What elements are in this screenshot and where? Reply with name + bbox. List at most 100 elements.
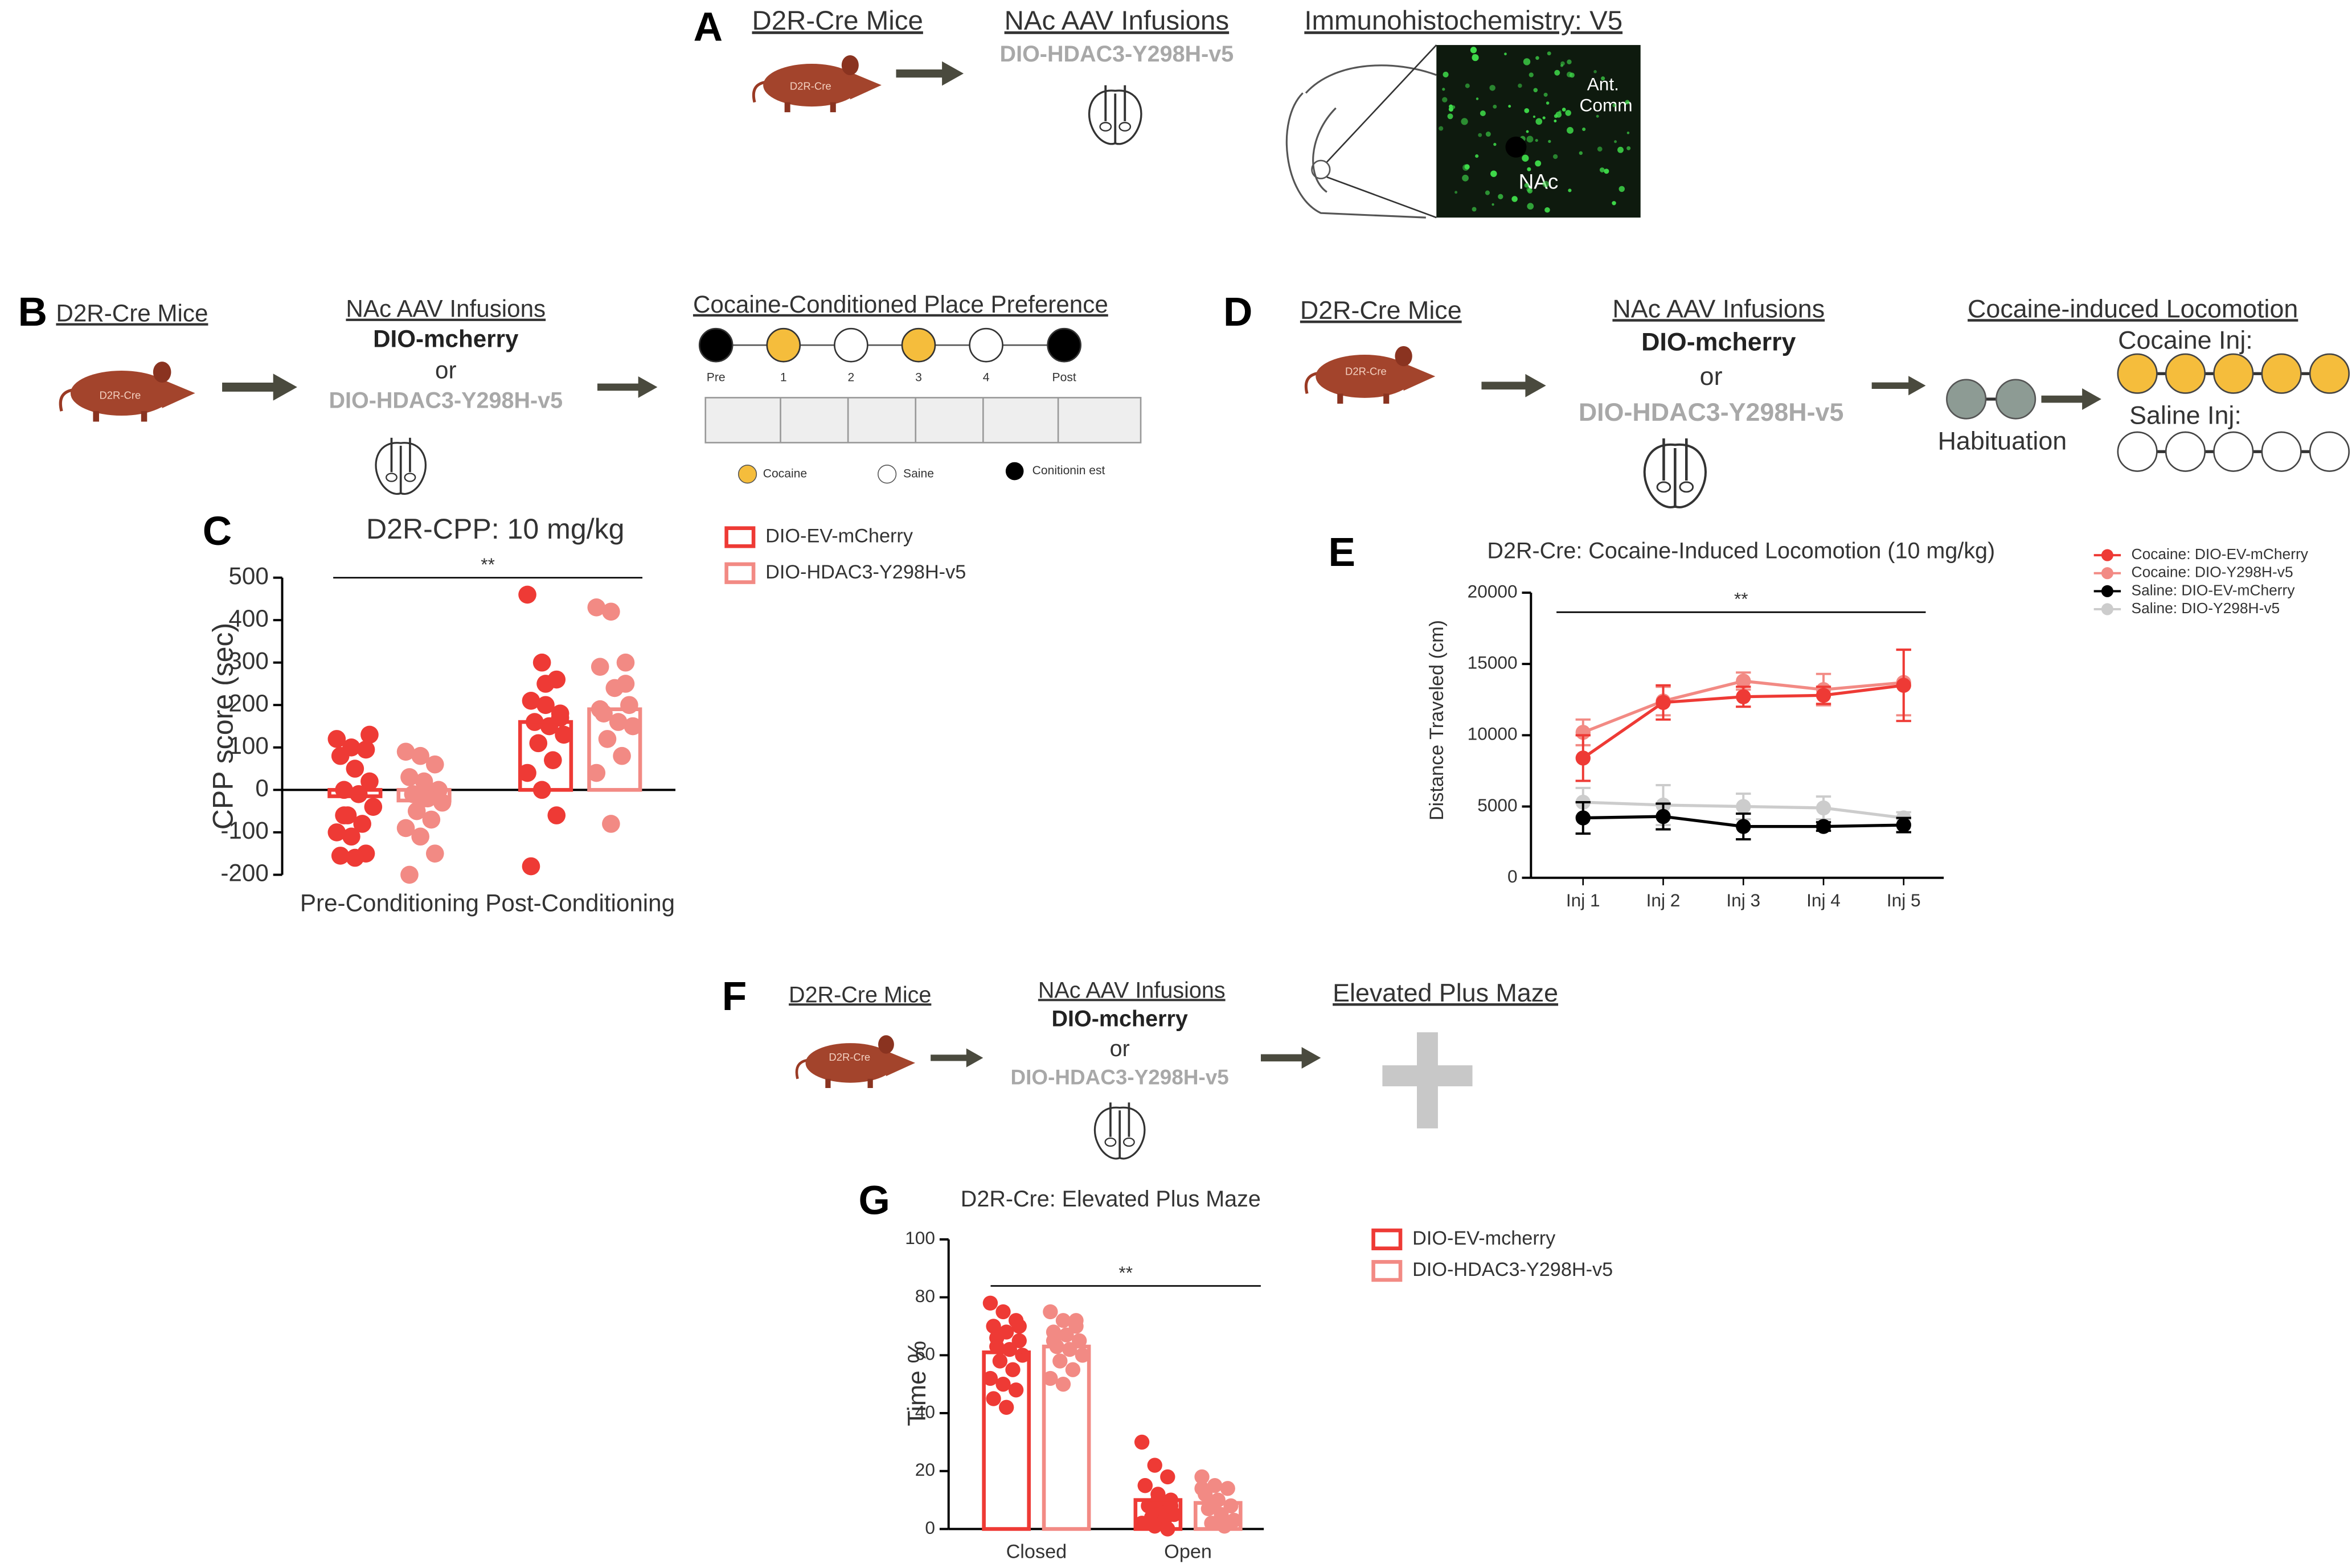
data-point [1816,800,1831,816]
data-point [422,810,441,829]
data-point [360,725,379,744]
fluorescence-dot [1548,139,1551,143]
data-point [1046,1333,1062,1349]
data-point [995,1304,1011,1320]
legend-label: DIO-EV-mcherry [1412,1228,1556,1249]
data-point [1137,1478,1153,1493]
data-point [1134,1434,1150,1450]
x-tick-label: Inj 2 [1646,890,1681,910]
chart-title: D2R-CPP: 10 mg/kg [366,513,625,545]
y-tick-label: 100 [228,732,268,759]
fluorescence-dot [1604,169,1609,174]
timeline-circle [698,327,734,363]
fluorescence-dot [1478,133,1482,137]
step-title: Cocaine-Conditioned Place Preference [693,291,1108,318]
data-point [1134,1516,1150,1531]
fluorescence-dot [1596,114,1599,118]
fluorescence-dot [1527,203,1534,210]
injection-circle [2309,431,2350,472]
data-point [544,751,562,769]
data-point [602,602,620,621]
x-tick-label: Inj 1 [1566,890,1600,910]
data-point [1656,695,1671,710]
fluorescence-dot [1567,127,1574,134]
data-point [331,847,350,865]
or-label: or [1110,1036,1130,1061]
data-point [587,764,606,782]
or-label: or [435,357,456,384]
y-tick-label: 15000 [1468,652,1518,673]
data-point [396,742,415,761]
data-point [522,857,540,876]
timeline-label: Pre [707,371,726,384]
data-point [624,717,642,736]
fluorescence-dot [1626,146,1631,150]
fluorescence-dot [1544,207,1550,213]
panel-letter: E [1329,530,1355,575]
timeline-circle [901,327,936,363]
legend-swatch [1371,1228,1403,1250]
y-tick-label: 0 [255,774,268,801]
annotation: ** [481,554,495,574]
injection-circle [2213,353,2254,394]
data-point [396,819,415,838]
data-point [357,740,375,759]
data-point [1736,689,1751,704]
fluorescence-dot [1489,85,1495,91]
data-point [532,653,551,672]
timeline-circle [834,327,868,363]
data-point [518,764,536,782]
fluorescence-dot [1612,103,1616,108]
step-title: NAc AAV Infusions [346,295,546,322]
data-point [1220,1481,1235,1496]
data-point [998,1399,1014,1415]
fluorescence-dot [1526,130,1529,133]
panel-letter: B [18,290,47,335]
data-point [986,1319,1001,1334]
fluorescence-dot [1524,183,1529,188]
data-point [1052,1353,1068,1369]
y-tick-label: -200 [220,860,268,886]
injection-circle [2165,431,2206,472]
virus-label: DIO-HDAC3-Y298H-v5 [1579,398,1844,426]
fluorescence-dot [1547,51,1551,56]
y-tick-label: 500 [228,563,268,589]
y-tick-label: 200 [228,689,268,716]
region-label: NAc [1519,170,1559,193]
mouse-label: D2R-Cre [790,80,831,92]
timeline-label: Post [1052,371,1076,384]
fluorescence-dot [1567,59,1572,64]
fluorescence-dot [1546,101,1550,105]
data-point [1147,1458,1162,1473]
step-title: Elevated Plus Maze [1333,979,1558,1007]
brain-icon [1095,1102,1144,1159]
x-tick-label: Closed [1006,1541,1067,1563]
or-label: or [1700,362,1723,391]
row-label: Saline Inj: [2129,401,2242,429]
y-tick-label: 300 [228,647,268,674]
data-point [327,730,346,748]
fluorescence-dot [1527,167,1531,171]
step-title: NAc AAV Infusions [1612,294,1825,323]
data-point [536,696,555,715]
data-point [551,708,569,727]
fluorescence-dot [1462,174,1469,182]
x-tick-label: Open [1164,1541,1212,1563]
data-point [1065,1362,1081,1377]
panel-letter: A [694,5,723,50]
arrow [597,376,658,398]
data-point [1075,1348,1091,1363]
data-point [1015,1348,1030,1363]
fluorescence-dot [1439,126,1444,131]
legend-label: Saine [903,467,934,480]
data-point [433,793,452,812]
data-point [982,1295,998,1311]
data-point [425,755,444,774]
data-point [1160,1521,1175,1537]
habituation-circle [1995,379,2037,420]
data-point [1816,688,1831,703]
data-point [1147,1518,1162,1534]
data-point [415,789,433,808]
y-tick-label: 20000 [1468,581,1518,601]
